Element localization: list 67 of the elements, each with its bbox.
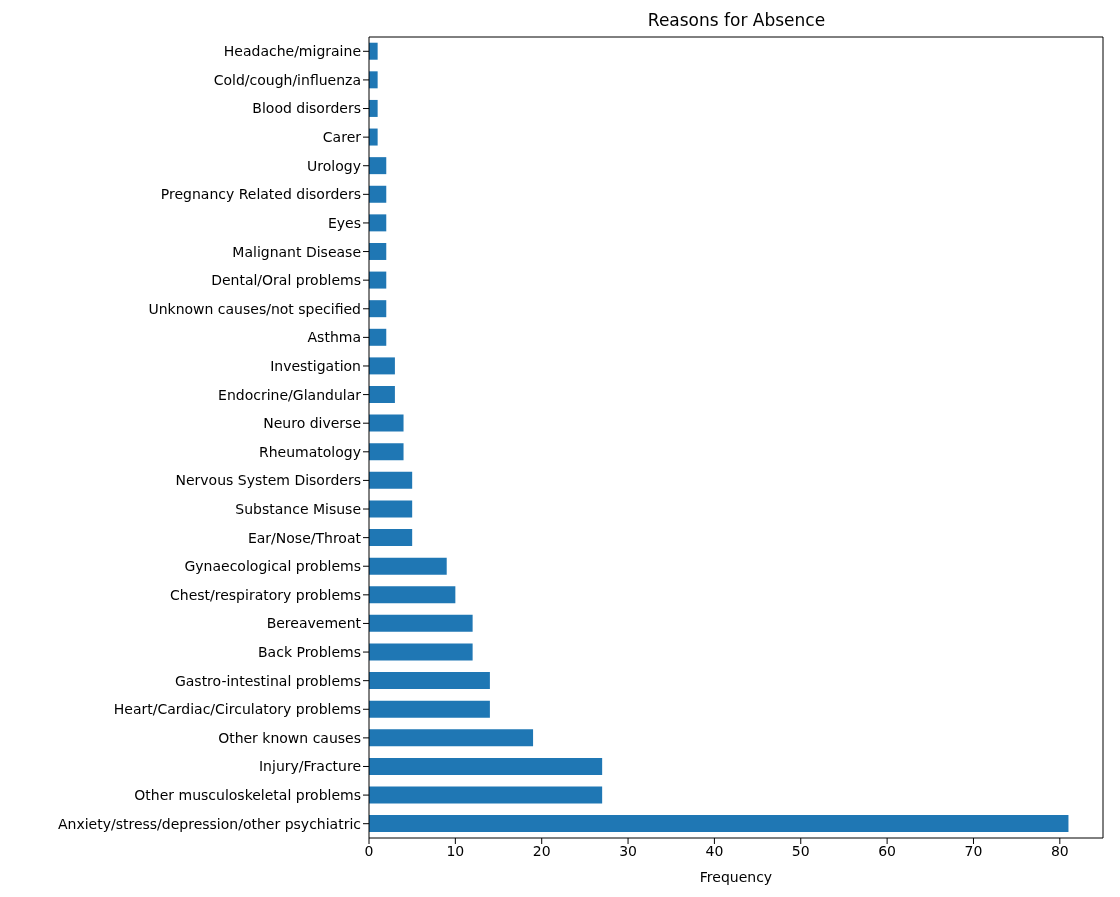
y-tick-label: Heart/Cardiac/Circulatory problems (113, 701, 361, 718)
y-tick-label: Headache/migraine (223, 43, 361, 60)
x-axis-title: Frequency (699, 869, 773, 885)
y-tick-label: Back Problems (258, 644, 361, 661)
bar (369, 557, 447, 575)
bar (369, 815, 1069, 833)
x-tick-label: 80 (1050, 842, 1069, 859)
bar (369, 300, 387, 318)
bar (369, 42, 378, 60)
y-tick-label: Blood disorders (252, 100, 361, 117)
x-tick-label: 20 (532, 842, 551, 859)
y-tick-label: Malignant Disease (232, 243, 361, 260)
y-tick-label: Dental/Oral problems (211, 272, 361, 289)
bar (369, 386, 395, 404)
bar (369, 185, 387, 203)
x-tick-label: 40 (705, 842, 724, 859)
bar (369, 643, 473, 661)
y-tick-label: Unknown causes/not specified (148, 300, 361, 317)
y-tick-label: Endocrine/Glandular (218, 386, 362, 403)
y-tick-label: Urology (307, 157, 361, 174)
y-tick-label: Gastro-intestinal problems (174, 672, 361, 689)
x-tick-label: 10 (446, 842, 465, 859)
bar (369, 157, 387, 175)
y-tick-label: Asthma (307, 329, 361, 346)
bar (369, 757, 603, 775)
bar (369, 128, 378, 146)
x-tick-label: 50 (791, 842, 810, 859)
bar (369, 586, 456, 604)
y-tick-label: Anxiety/stress/depression/other psychiatric (57, 815, 361, 832)
bar (369, 786, 603, 804)
bar (369, 271, 387, 289)
bar (369, 700, 490, 718)
bar (369, 729, 534, 747)
x-tick-label: 0 (364, 842, 374, 859)
bar (369, 443, 404, 461)
y-tick-label: Other known causes (218, 729, 361, 746)
y-tick-label: Substance Misuse (235, 500, 361, 517)
y-tick-label: Rheumatology (259, 443, 361, 460)
x-tick-label: 60 (878, 842, 897, 859)
bar (369, 328, 387, 346)
y-tick-label: Neuro diverse (263, 415, 361, 432)
y-tick-label: Pregnancy Related disorders (160, 186, 361, 203)
bar (369, 672, 490, 690)
bar (369, 214, 387, 232)
y-tick-label: Ear/Nose/Throat (247, 529, 362, 546)
y-tick-label: Carer (322, 129, 362, 146)
bar (369, 71, 378, 89)
bar (369, 529, 413, 547)
y-tick-label: Other musculoskeletal problems (134, 787, 361, 804)
chart-title: Reasons for Absence (646, 9, 827, 32)
y-tick-label: Gynaecological problems (184, 558, 361, 575)
y-tick-label: Injury/Fracture (258, 758, 361, 775)
x-tick-label: 70 (964, 842, 983, 859)
y-tick-label: Nervous System Disorders (175, 472, 361, 489)
y-tick-label: Cold/cough/influenza (213, 71, 361, 88)
bar (369, 500, 413, 518)
bar (369, 414, 404, 432)
y-tick-label: Investigation (270, 357, 361, 374)
y-tick-label: Bereavement (266, 615, 362, 632)
bar (369, 357, 395, 375)
bar (369, 614, 473, 632)
y-tick-label: Chest/respiratory problems (170, 586, 361, 603)
x-tick-label: 30 (619, 842, 637, 859)
bar (369, 471, 413, 489)
bar (369, 99, 378, 117)
bar (369, 242, 387, 260)
y-tick-label: Eyes (327, 214, 361, 231)
